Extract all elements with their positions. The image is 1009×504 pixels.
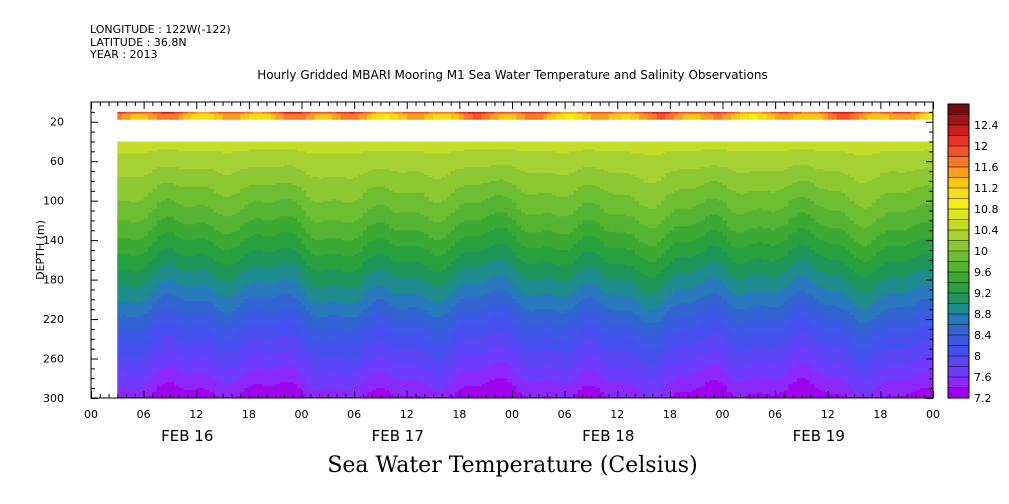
heatmap-cell	[135, 114, 140, 120]
heatmap-cell	[139, 114, 144, 120]
heatmap-cell	[266, 112, 271, 114]
heatmap-cell	[262, 112, 267, 114]
heatmap-cell	[209, 112, 214, 114]
heatmap-cell	[179, 114, 184, 120]
heatmap-cell	[122, 112, 127, 114]
heatmap-cell	[117, 112, 122, 114]
heatmap-cell	[144, 112, 149, 114]
heatmap-cell	[209, 114, 214, 120]
heatmap-cell	[271, 112, 276, 114]
heatmap-cell	[223, 114, 228, 120]
heatmap-cell	[130, 112, 135, 114]
heatmap-cell	[244, 114, 249, 120]
heatmap-cell	[130, 114, 135, 120]
heatmap-cell	[227, 112, 232, 114]
heatmap-cell	[258, 114, 263, 120]
heatmap-cell	[258, 112, 263, 114]
heatmap-cell	[271, 114, 276, 120]
heatmap-cell	[183, 114, 188, 120]
heatmap-cell	[187, 114, 192, 120]
heatmap-cell	[249, 112, 254, 114]
heatmap-cell	[148, 114, 153, 120]
heatmap-cell	[126, 112, 131, 114]
heatmap-cell	[227, 114, 232, 120]
heatmap-cell	[231, 112, 236, 114]
heatmap-cell	[139, 112, 144, 114]
heatmap-cell	[187, 112, 192, 114]
heatmap-cell	[161, 114, 166, 120]
heatmap-cell	[126, 114, 131, 120]
heatmap-cell	[196, 112, 201, 114]
heatmap-cell	[275, 112, 280, 114]
heatmap-cell	[244, 112, 249, 114]
heatmap-cell	[214, 112, 219, 114]
heatmap-cell	[231, 114, 236, 120]
heatmap-cell	[280, 114, 285, 120]
heatmap-cell	[179, 112, 184, 114]
heatmap-cell	[223, 112, 228, 114]
heatmap-cell	[280, 112, 285, 114]
heatmap-cell	[214, 114, 219, 120]
heatmap-cell	[152, 114, 157, 120]
heatmap-field	[117, 112, 933, 399]
heatmap-cell	[218, 114, 223, 120]
heatmap-cell	[157, 112, 162, 114]
heatmap-cell	[170, 112, 175, 114]
heatmap-cell	[170, 114, 175, 120]
heatmap-cell	[122, 114, 127, 120]
heatmap-cell	[148, 112, 153, 114]
heatmap-cell	[174, 114, 179, 120]
heatmap-cell	[205, 112, 210, 114]
heatmap-cell	[205, 114, 210, 120]
heatmap-cell	[166, 112, 171, 114]
heatmap-cell	[249, 114, 254, 120]
heatmap-cell	[253, 112, 258, 114]
heatmap-cell	[236, 112, 241, 114]
heatmap-cell	[240, 114, 245, 120]
heatmap-cell	[201, 112, 206, 114]
heatmap-cell	[240, 112, 245, 114]
heatmap-cell	[144, 114, 149, 120]
heatmap-cell	[152, 112, 157, 114]
heatmap-cell	[117, 114, 122, 120]
heatmap-cell	[201, 114, 206, 120]
heatmap-cell	[157, 114, 162, 120]
heatmap-cell	[174, 112, 179, 114]
heatmap-cell	[183, 112, 188, 114]
heatmap-cell	[166, 114, 171, 120]
heatmap-cell	[262, 114, 267, 120]
heatmap-cell	[253, 114, 258, 120]
heatmap-cell	[236, 114, 241, 120]
heatmap-cell	[135, 112, 140, 114]
heatmap-cell	[192, 112, 197, 114]
heatmap-cell	[192, 114, 197, 120]
heatmap-cell	[275, 114, 280, 120]
heatmap-cell	[218, 112, 223, 114]
heatmap-cell	[266, 114, 271, 120]
heatmap-cell	[161, 112, 166, 114]
heatmap-cell	[196, 114, 201, 120]
